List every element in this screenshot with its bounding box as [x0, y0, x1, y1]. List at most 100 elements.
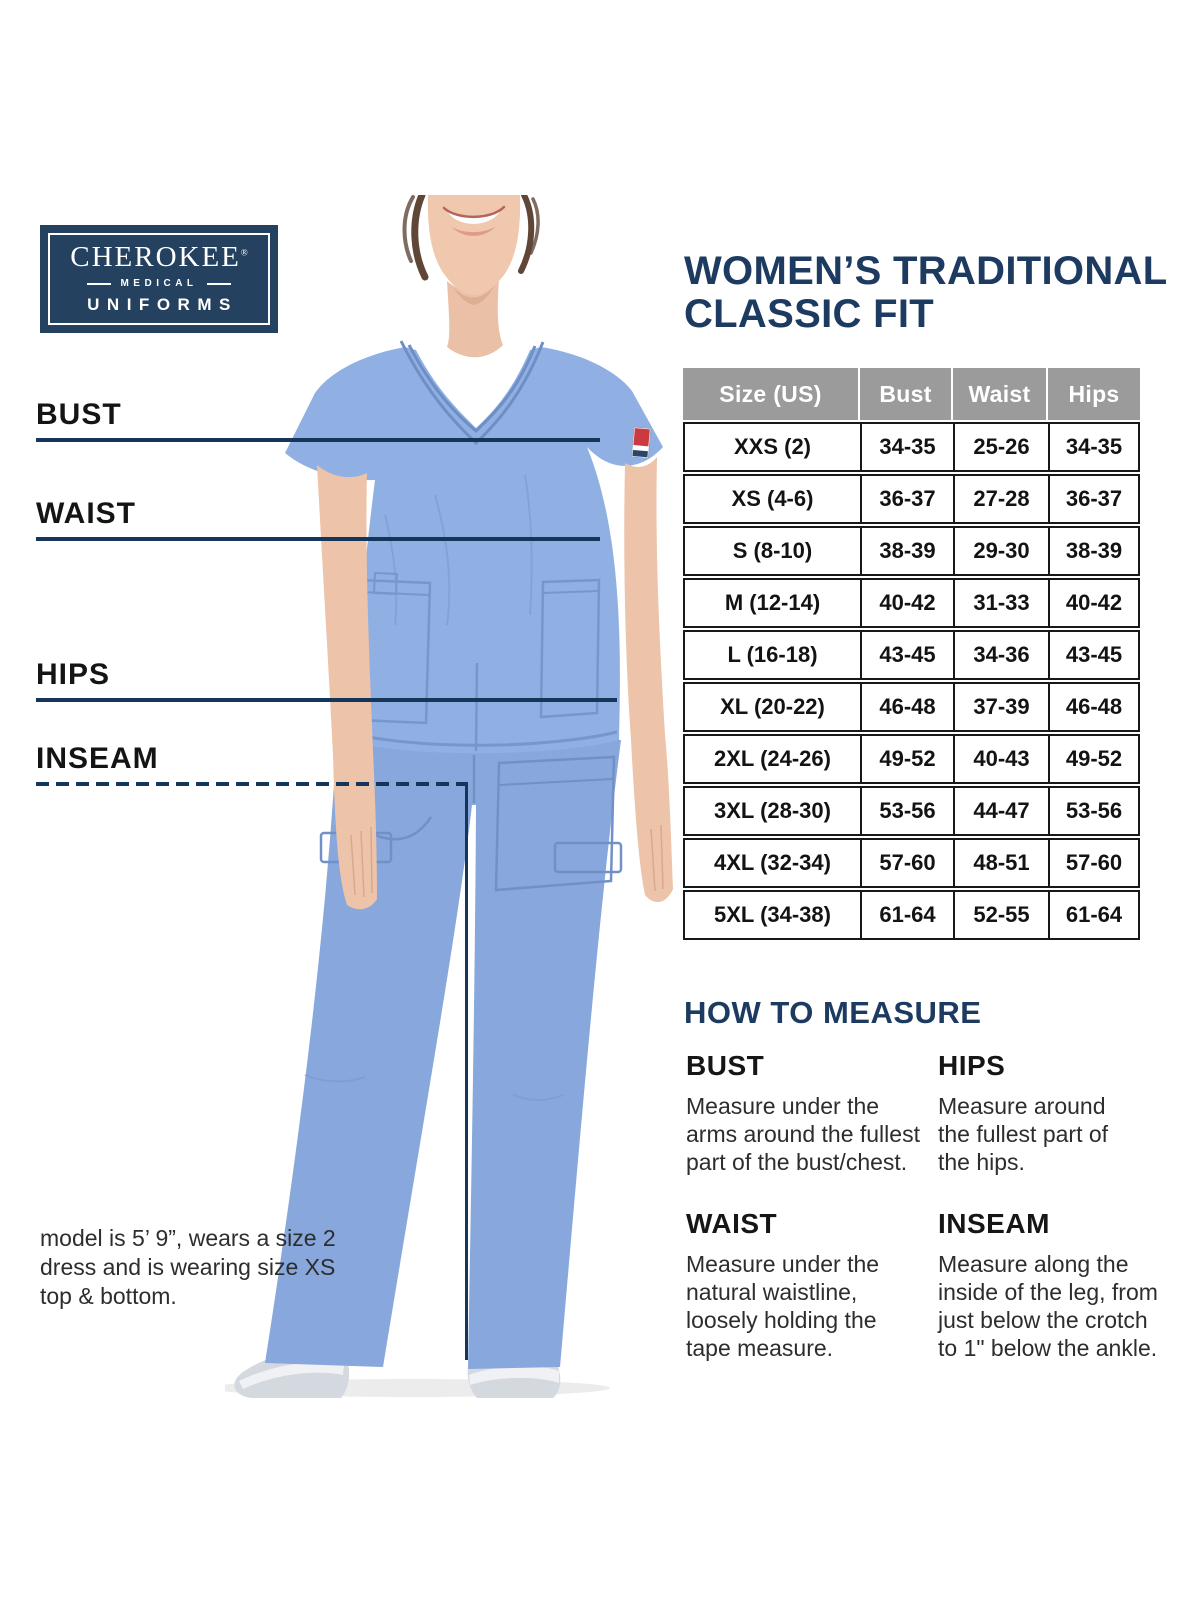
size-cell: 44-47	[953, 788, 1048, 834]
size-row: 5XL (34-38) 61-64 52-55 61-64	[683, 890, 1140, 940]
size-cell-label: 3XL (28-30)	[714, 798, 831, 823]
hips-measure-line	[36, 698, 617, 702]
scrub-top	[285, 347, 663, 754]
size-cell: 57-60	[860, 840, 953, 886]
bust-label: BUST	[36, 398, 122, 431]
size-cell: 52-55	[953, 892, 1048, 938]
measure-section-bust: BUST Measure under the arms around the fu…	[686, 1050, 938, 1176]
size-cell: 36-37	[860, 476, 953, 522]
pants-fold-2	[512, 1094, 564, 1101]
bust-measure-line	[36, 438, 600, 442]
left-hand-fingers	[350, 826, 373, 898]
hips-label: HIPS	[36, 658, 111, 691]
hair-strand-3	[518, 195, 535, 274]
size-cell-label: 4XL (32-34)	[714, 850, 831, 875]
top-right-pocket	[539, 578, 601, 719]
size-cell: 49-52	[1048, 736, 1138, 782]
brand-name: CHEROKEE®	[70, 243, 248, 272]
size-cell: 61-64	[860, 892, 953, 938]
measure-section-hips: HIPS Measure around the fullest part of t…	[938, 1050, 1166, 1176]
table-header-row: Size (US) Bust Waist Hips	[683, 368, 1140, 420]
how-to-measure-grid: BUST Measure under the arms around the fu…	[686, 1050, 1166, 1362]
pants-left-pocket-seam	[374, 816, 433, 841]
size-cell: 57-60	[1048, 840, 1138, 886]
size-cell: 36-37	[1048, 476, 1138, 522]
top-fold-1	[434, 494, 451, 626]
left-arm	[317, 465, 377, 910]
hair-strand-2	[402, 195, 415, 263]
column-header: Hips	[1046, 368, 1140, 420]
size-cell: 25-26	[953, 424, 1048, 470]
measure-section-title: HIPS	[938, 1050, 1006, 1081]
brand-division: MEDICAL	[87, 278, 231, 289]
right-arm	[624, 457, 673, 903]
size-cell: 48-51	[953, 840, 1048, 886]
bust-annotation: BUST	[36, 400, 600, 442]
size-cell: 46-48	[860, 684, 953, 730]
size-cell: 61-64	[1048, 892, 1138, 938]
size-cell: 53-56	[1048, 788, 1138, 834]
size-cell: 40-42	[1048, 580, 1138, 626]
size-row: XL (20-22) 46-48 37-39 46-48	[683, 682, 1140, 732]
size-cell: 34-35	[1048, 424, 1138, 470]
size-cell-label: 2XL (24-26)	[714, 746, 831, 771]
brand-name-text: CHEROKEE	[70, 241, 241, 273]
top-right-pocket-hem	[542, 590, 599, 594]
pants-right-cargo-flap	[553, 841, 623, 874]
neck-shadow	[453, 285, 495, 305]
size-cell: 29-30	[953, 528, 1048, 574]
column-header: Waist	[951, 368, 1046, 420]
logo-dash-left	[87, 282, 112, 285]
size-cell-label: L (16-18)	[727, 642, 818, 667]
hair-strand-4	[529, 197, 540, 255]
waist-measure-line	[36, 537, 600, 541]
table-body: XXS (2) 34-35 25-26 34-35 XS (4-6) 36-37 27-28…	[683, 422, 1140, 940]
logo-dash-right	[206, 282, 231, 285]
measure-section-title: WAIST	[686, 1208, 778, 1239]
measure-section-inseam: INSEAM Measure along the inside of the le…	[938, 1208, 1166, 1362]
top-collar-outer	[399, 340, 545, 446]
column-header: Size (US)	[719, 380, 822, 407]
neck	[447, 279, 503, 358]
size-cell: 27-28	[953, 476, 1048, 522]
smile-teeth	[446, 208, 502, 224]
brand-logo: CHEROKEE® MEDICAL UNIFORMS	[40, 225, 278, 333]
waist-annotation: WAIST	[36, 499, 600, 541]
inseam-measure-line	[36, 782, 468, 786]
column-header: Bust	[858, 368, 951, 420]
size-cell: 34-35	[860, 424, 953, 470]
pants-fold-1	[304, 1074, 366, 1083]
size-cell: 43-45	[1048, 632, 1138, 678]
size-row: L (16-18) 43-45 34-36 43-45	[683, 630, 1140, 680]
size-row: XXS (2) 34-35 25-26 34-35	[683, 422, 1140, 472]
size-chart-table: Size (US) Bust Waist Hips XXS (2) 34-35 25-26…	[683, 368, 1140, 940]
right-shoe-sole	[469, 1366, 559, 1385]
size-cell: 43-45	[860, 632, 953, 678]
size-cell-label: XS (4-6)	[731, 486, 814, 511]
measure-section-waist: WAIST Measure under the natural waistline…	[686, 1208, 938, 1362]
pants-patch-pocket-hem	[498, 778, 614, 786]
size-cell-label: XXS (2)	[733, 434, 812, 459]
size-cell: 37-39	[953, 684, 1048, 730]
measure-section-text: Measure around the fullest part of the h…	[938, 1093, 1109, 1175]
model-note: model is 5’ 9”, wears a size 2 dress and…	[40, 1225, 336, 1309]
size-row: XS (4-6) 36-37 27-28 36-37	[683, 474, 1140, 524]
inseam-annotation: INSEAM	[36, 744, 468, 1360]
waist-label: WAIST	[36, 497, 136, 530]
measure-section-text: Measure under the natural waistline, loo…	[686, 1251, 880, 1361]
size-cell-label: 5XL (34-38)	[714, 902, 831, 927]
right-hand-fingers	[650, 824, 664, 892]
lower-lip	[452, 226, 496, 236]
brand-division-text: MEDICAL	[120, 278, 198, 289]
hair-strand-1	[411, 195, 429, 281]
size-cell: 40-42	[860, 580, 953, 626]
measure-section-title: INSEAM	[938, 1208, 1050, 1239]
size-row: 2XL (24-26) 49-52 40-43 49-52	[683, 734, 1140, 784]
size-cell: 38-39	[860, 528, 953, 574]
page-title-line2: CLASSIC FIT	[684, 292, 934, 336]
top-hem-seam	[357, 730, 618, 747]
face-lower	[427, 195, 521, 295]
size-cell: 53-56	[860, 788, 953, 834]
left-shoe-sole	[239, 1362, 344, 1389]
how-to-measure-title: HOW TO MEASURE	[684, 995, 982, 1030]
